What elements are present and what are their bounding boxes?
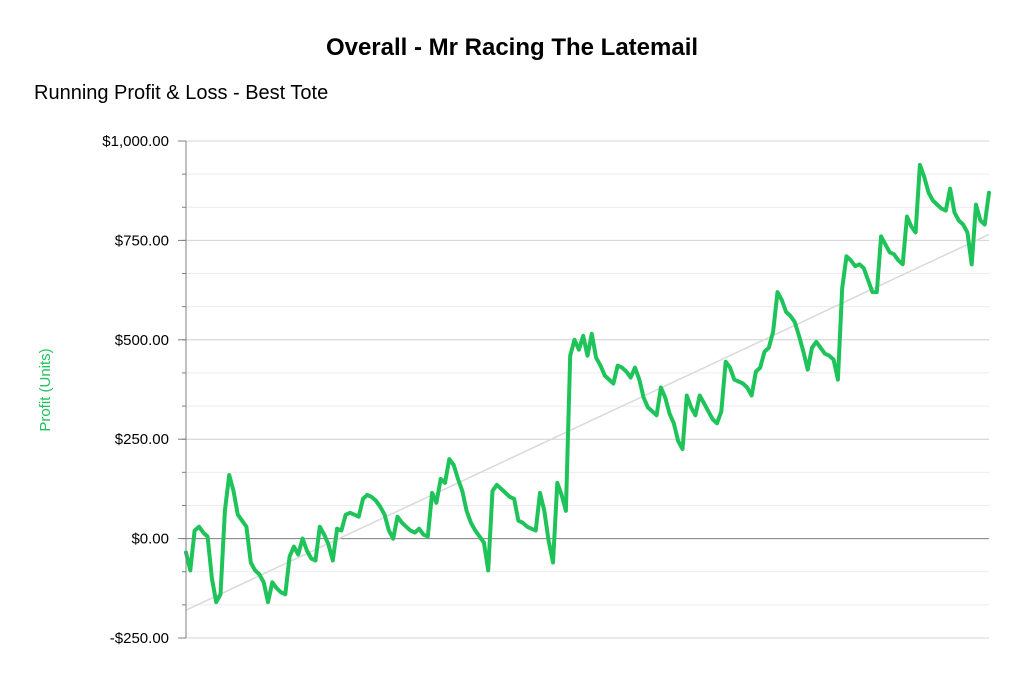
trend-layer	[185, 233, 990, 611]
y-tick-label: $1,000.00	[102, 133, 169, 150]
y-tick-label: $250.00	[115, 431, 169, 448]
y-tick-label: $750.00	[115, 232, 169, 249]
y-tick-label: -$250.00	[110, 630, 169, 647]
grid-lines	[186, 140, 989, 639]
y-axis: $1,000.00 $750.00 $500.00 $250.00 $0.00 -$250…	[102, 133, 187, 647]
chart-title: Overall - Mr Racing The Latemail	[325, 34, 699, 61]
profit-series-line	[184, 162, 991, 605]
series-layer	[184, 162, 991, 605]
y-tick-label: $0.00	[131, 531, 169, 548]
trend-line	[185, 233, 990, 611]
y-axis-label: Profit (Units)	[37, 348, 54, 431]
chart-subtitle: Running Profit & Loss - Best Tote	[34, 82, 329, 104]
y-tick-label: $500.00	[115, 332, 169, 349]
